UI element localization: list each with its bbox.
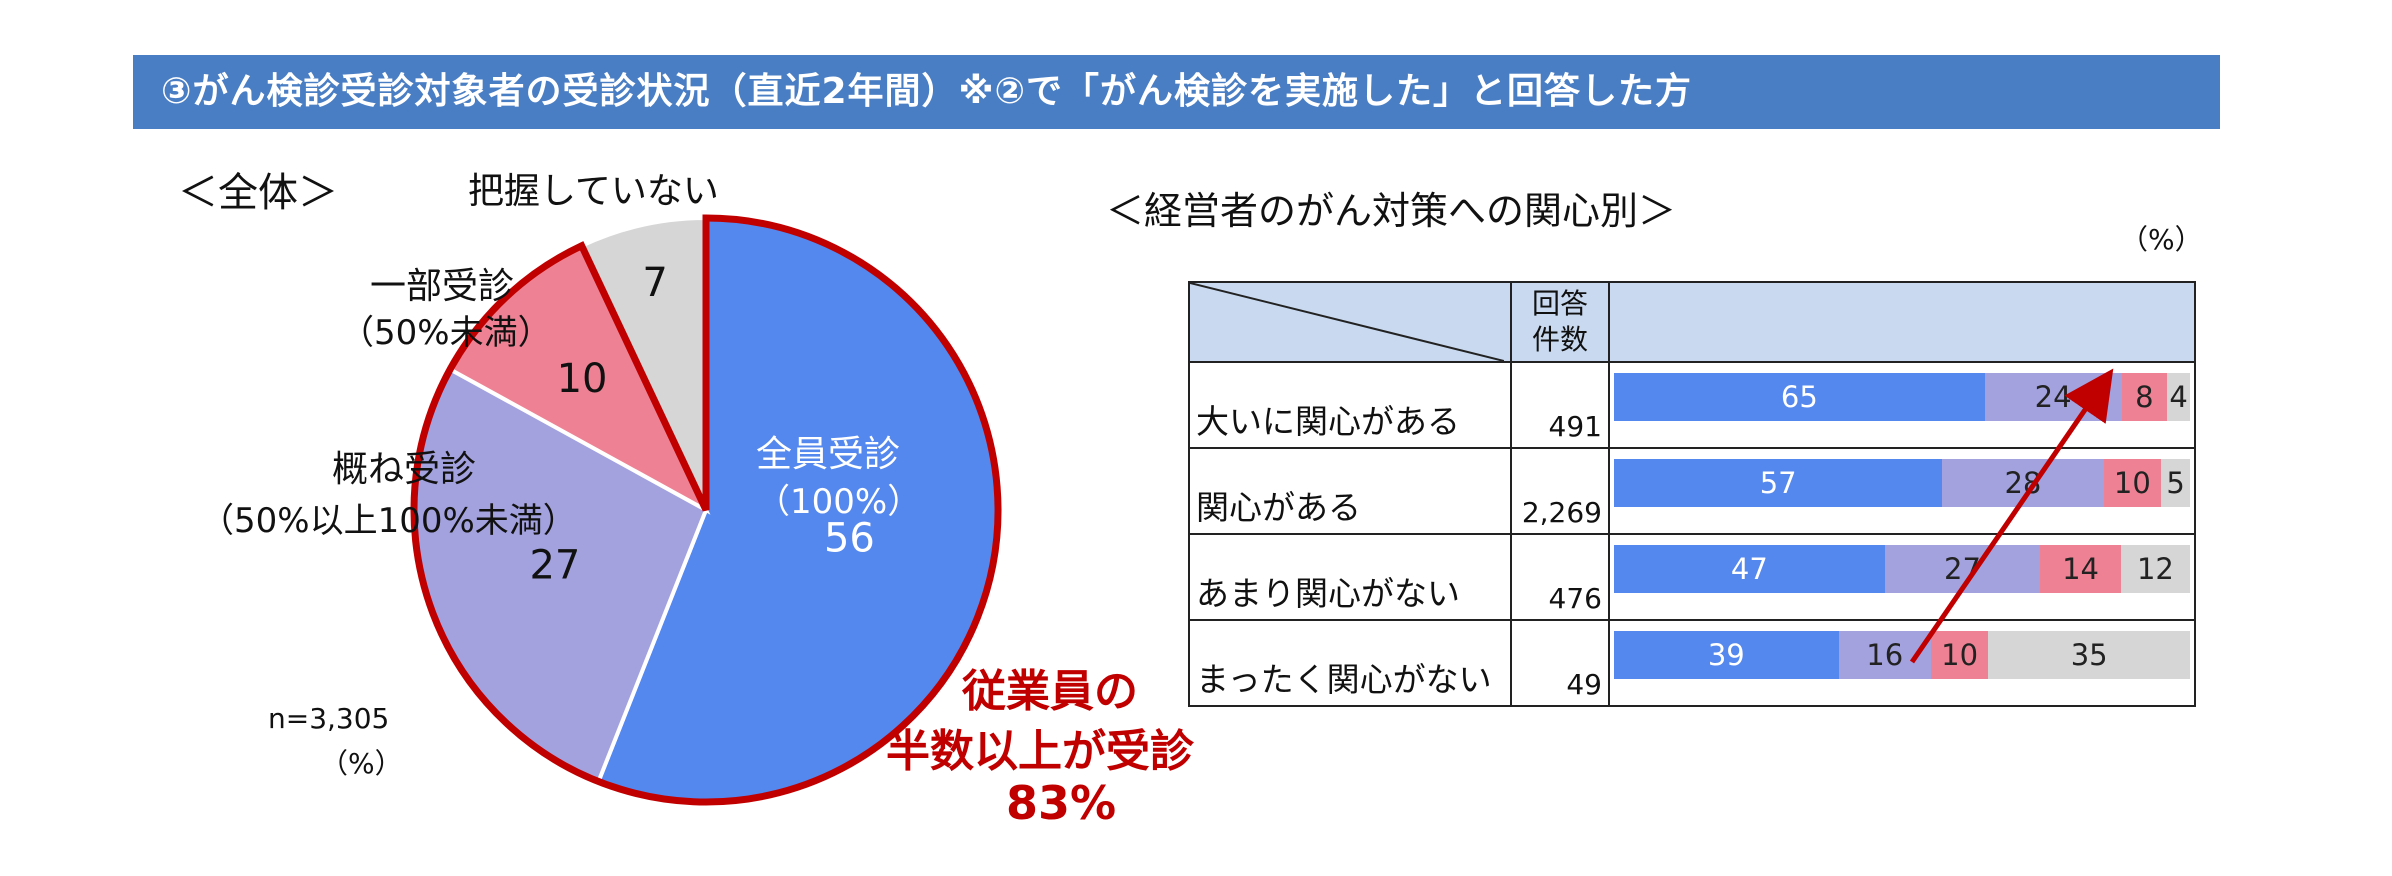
bar-segment-unknown: 12 — [2120, 545, 2190, 593]
bar-segment-partial: 10 — [1930, 631, 1989, 679]
row-label: あまり関心がない — [1188, 533, 1512, 621]
bar-segment-mostly: 24 — [1984, 373, 2122, 421]
bar-segment-unknown: 35 — [1988, 631, 2190, 679]
row-count: 49 — [1510, 619, 1610, 707]
pie-label-mostly-sub: （50%以上100%未満） — [200, 501, 577, 541]
callout-line-1: 従業員の — [962, 666, 1138, 717]
table-row: あまり関心がない 476 47 27 14 12 — [1188, 533, 2196, 621]
bar-segment-full: 39 — [1614, 631, 1839, 679]
row-bar-cell: 65 24 8 4 — [1608, 361, 2196, 449]
table-row: まったく関心がない 49 39 16 10 35 — [1188, 619, 2196, 707]
row-bar-cell: 47 27 14 12 — [1608, 533, 2196, 621]
pie-label-partial-name: 一部受診 — [370, 266, 515, 307]
bar-segment-partial: 14 — [2040, 545, 2121, 593]
row-label: 関心がある — [1188, 447, 1512, 535]
row-count: 476 — [1510, 533, 1610, 621]
bar-segment-partial: 8 — [2121, 373, 2168, 421]
bar-segment-mostly: 27 — [1884, 545, 2041, 593]
bar-segment-full: 57 — [1614, 459, 1943, 507]
pie-highlight-outline — [410, 214, 1002, 806]
pie-value-label: 10 — [557, 356, 608, 402]
stacked-section-label: ＜経営者のがん対策への関心別＞ — [1106, 189, 1677, 233]
stacked-bar-table: 回答 件数 大いに関心がある 491 65 24 8 4 関心がある 2,269 57… — [1188, 281, 2196, 707]
count-header-line-2: 件数 — [1531, 323, 1588, 356]
bar-header — [1608, 281, 2196, 363]
bar-segment-partial: 10 — [2103, 459, 2162, 507]
bar-segment-full: 65 — [1614, 373, 1985, 421]
pie-label-full-sub: （100%） — [756, 482, 922, 522]
row-label: まったく関心がない — [1188, 619, 1512, 707]
count-header-line-1: 回答 — [1531, 287, 1588, 320]
row-bar-cell: 39 16 10 35 — [1608, 619, 2196, 707]
bar-segment-unknown: 4 — [2167, 373, 2190, 421]
corner-diagonal — [1190, 283, 1504, 361]
row-bar-cell: 57 28 10 5 — [1608, 447, 2196, 535]
pie-label-mostly-name: 概ね受診 — [332, 449, 477, 490]
bar-segment-mostly: 28 — [1942, 459, 2104, 507]
pie-label-full-name: 全員受診 — [756, 434, 901, 475]
callout-line-2: 半数以上が受診 — [886, 726, 1194, 777]
bar-segment-full: 47 — [1614, 545, 1885, 593]
count-header: 回答 件数 — [1510, 281, 1610, 363]
pie-n-label: n=3,305 — [268, 702, 390, 735]
table-row: 関心がある 2,269 57 28 10 5 — [1188, 447, 2196, 535]
section-title-banner: ③がん検診受診対象者の受診状況（直近2年間）※②で「がん検診を実施した」と回答し… — [133, 55, 2220, 129]
table-corner-cell — [1188, 281, 1512, 363]
pie-value-label: 56 — [824, 515, 875, 561]
pie-value-label: 7 — [642, 260, 667, 306]
bar-segment-mostly: 16 — [1838, 631, 1931, 679]
pie-value-label: 27 — [529, 542, 580, 588]
pie-unit-label: （%） — [320, 747, 403, 780]
row-count: 491 — [1510, 361, 1610, 449]
pie-section-label: ＜全体＞ — [178, 170, 338, 216]
pie-label-unknown-name: 把握していない — [468, 171, 719, 212]
callout-line-3: 83% — [1006, 776, 1117, 830]
row-label: 大いに関心がある — [1188, 361, 1512, 449]
pie-label-partial-sub: （50%未満） — [340, 313, 552, 353]
stacked-unit-label: （%） — [2120, 223, 2203, 256]
bar-segment-unknown: 5 — [2161, 459, 2190, 507]
table-row: 大いに関心がある 491 65 24 8 4 — [1188, 361, 2196, 449]
row-count: 2,269 — [1510, 447, 1610, 535]
